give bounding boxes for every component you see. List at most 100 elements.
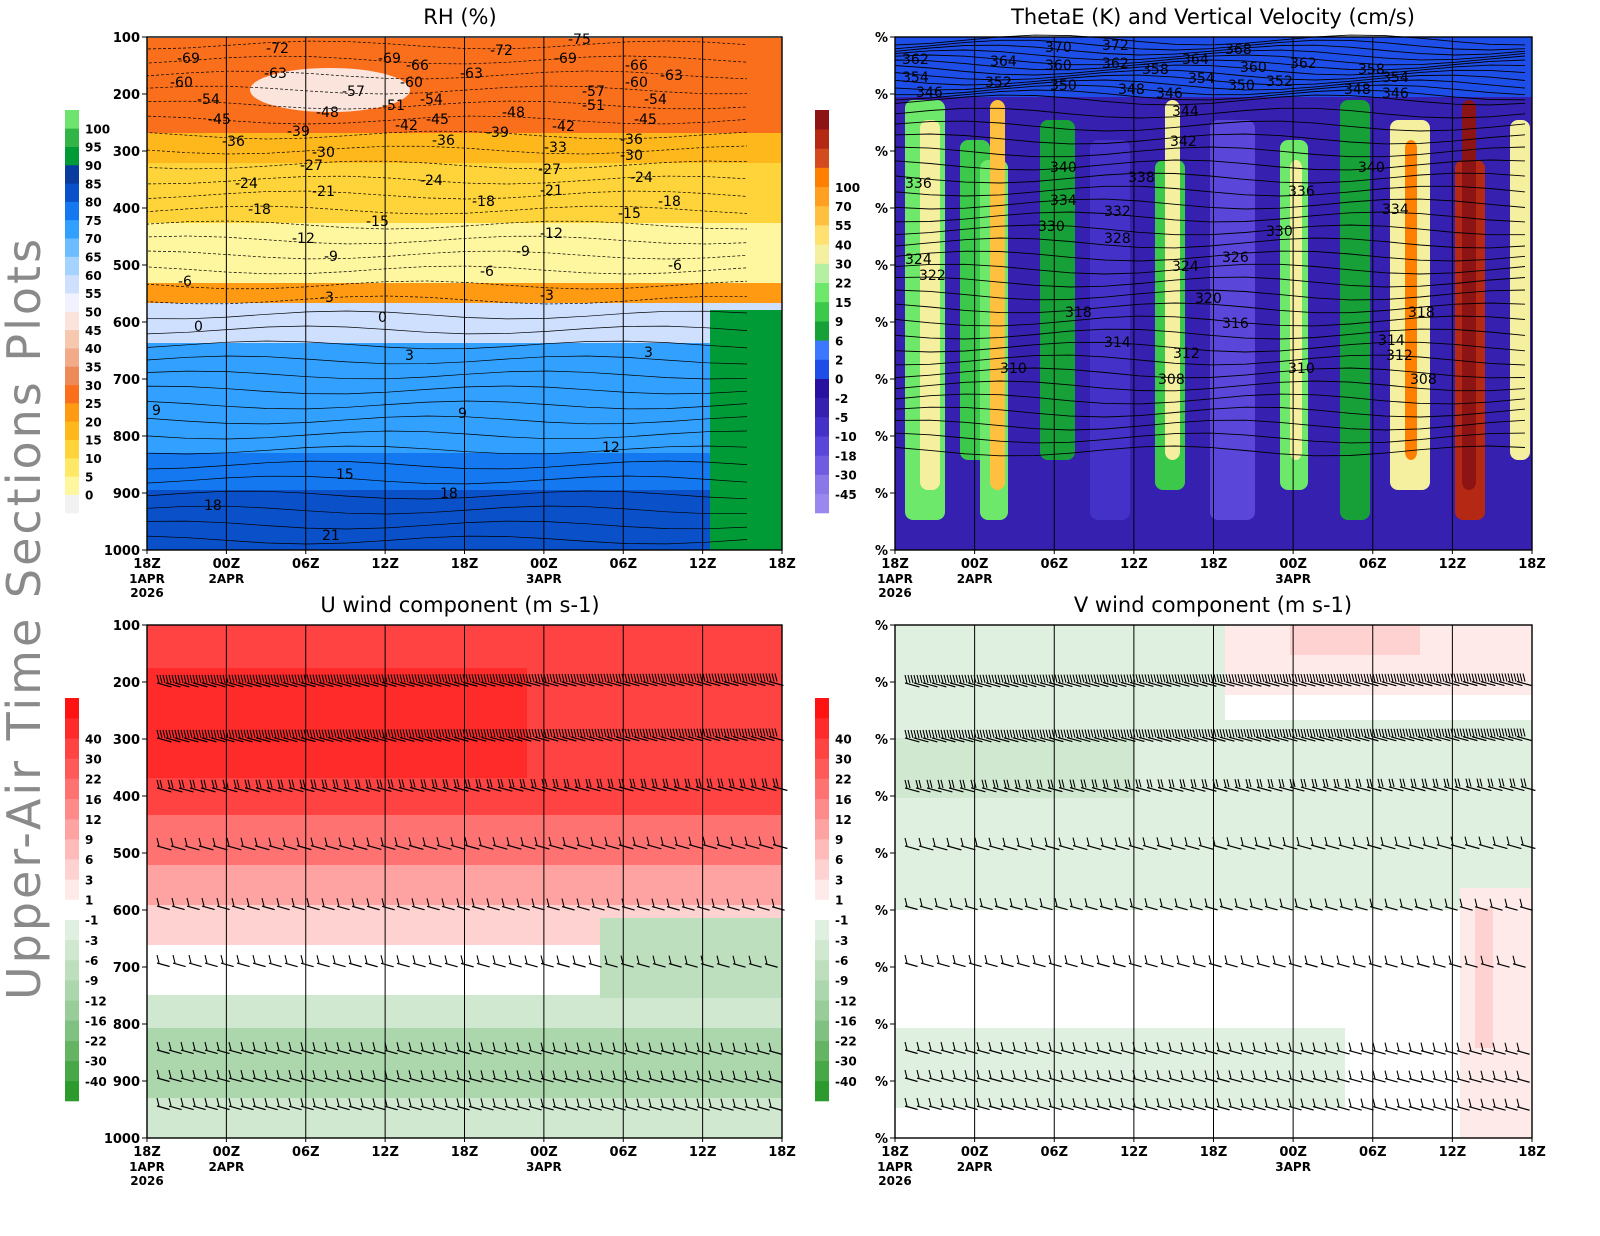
barb-feather — [720, 728, 724, 737]
wind-barb — [1084, 674, 1100, 688]
colorbar-swatch — [815, 1060, 829, 1082]
barb-feather — [607, 778, 611, 788]
wind-barb — [1345, 728, 1361, 742]
barb-feather — [357, 674, 361, 683]
barb-feather — [1240, 1042, 1244, 1051]
barb-shaft — [1096, 1105, 1110, 1111]
v-colorbar: -40 -30 -22 -16 -12 -9 -6 -3 -1 1 3 6 9 … — [815, 698, 857, 1102]
wind-barb — [1228, 1098, 1242, 1111]
wind-barb — [252, 1097, 266, 1111]
rh-colorbar: 0 5 10 15 20 25 30 35 40 45 50 55 60 65 … — [65, 110, 110, 514]
contour-label: 308 — [1410, 372, 1437, 388]
barb-feather — [690, 728, 694, 737]
barb-feather — [1408, 1042, 1412, 1051]
barb-feather — [1384, 955, 1388, 964]
barb-shaft — [525, 736, 541, 742]
barb-shaft — [979, 905, 993, 911]
barb-feather — [252, 1097, 256, 1107]
wind-barb — [1192, 1042, 1206, 1055]
barb-feather — [1394, 836, 1398, 845]
barb-shaft — [486, 905, 500, 911]
barb-feather — [1276, 1070, 1280, 1079]
barb-shaft — [1489, 906, 1503, 911]
barb-shaft — [648, 1106, 662, 1111]
wind-barb — [936, 954, 950, 968]
barb-feather — [254, 837, 258, 846]
barb-feather — [639, 728, 643, 737]
barb-feather — [1384, 1070, 1388, 1079]
barb-feather — [477, 729, 481, 738]
barb-feather — [741, 728, 745, 737]
barb-shaft — [462, 681, 478, 687]
barb-feather — [762, 728, 766, 737]
barb-feather — [181, 779, 185, 789]
barb-shaft — [255, 682, 271, 688]
barb-feather — [233, 779, 237, 788]
wind-barb — [171, 897, 185, 911]
x-tick-label: 18Z — [1518, 1145, 1546, 1160]
barb-shaft — [1444, 1078, 1458, 1083]
barb-feather — [1360, 673, 1364, 683]
wind-barb — [273, 729, 289, 743]
contour-label: -33 — [544, 140, 567, 156]
barb-shaft — [1048, 1105, 1062, 1111]
barb-feather — [201, 674, 205, 684]
barb-shaft — [1100, 844, 1116, 851]
barb-feather — [1108, 729, 1112, 738]
barb-feather — [558, 673, 562, 683]
barb-shaft — [1080, 786, 1096, 793]
barb-shaft — [976, 1105, 990, 1111]
barb-feather — [1159, 729, 1163, 738]
barb-shaft — [409, 786, 425, 792]
temperature-contour — [146, 145, 748, 155]
barb-feather — [537, 673, 541, 683]
barb-shaft — [732, 1050, 746, 1055]
barb-feather — [1144, 729, 1148, 738]
barb-feather — [486, 674, 490, 683]
barb-shaft — [228, 1049, 242, 1055]
barb-feather — [345, 729, 349, 738]
wind-barb — [296, 837, 312, 851]
barb-feather — [1012, 729, 1016, 738]
barb-feather — [1492, 728, 1496, 737]
barb-feather — [1099, 674, 1103, 683]
barb-feather — [590, 836, 594, 846]
barb-feather — [1213, 674, 1217, 683]
barb-feather — [282, 837, 286, 846]
barb-feather — [180, 1097, 184, 1107]
wind-barb — [412, 955, 426, 968]
wind-barb — [1432, 778, 1448, 792]
wind-barb — [1300, 1042, 1314, 1055]
barb-feather — [1024, 1098, 1028, 1107]
barb-feather — [964, 897, 968, 907]
wind-barb — [188, 954, 202, 968]
barb-shaft — [432, 1105, 446, 1111]
barb-shaft — [1273, 681, 1289, 687]
wind-barb — [1354, 728, 1370, 742]
barb-shaft — [633, 736, 649, 742]
barb-feather — [1446, 778, 1450, 787]
barb-feather — [368, 779, 372, 788]
barb-feather — [174, 729, 178, 739]
barb-feather — [438, 674, 442, 683]
barb-feather — [252, 1041, 256, 1051]
colorbar-swatch — [65, 1020, 79, 1041]
wind-barb — [607, 778, 623, 792]
barb-shaft — [204, 1105, 218, 1111]
barb-shaft — [220, 962, 234, 968]
barb-feather — [525, 728, 529, 738]
wind-barb — [1012, 1098, 1026, 1111]
barb-feather — [408, 837, 412, 846]
barb-feather — [915, 779, 919, 789]
colorbar-swatch — [815, 698, 829, 719]
barb-feather — [1490, 778, 1494, 787]
barb-shaft — [572, 962, 586, 968]
wind-barb — [336, 729, 352, 743]
wind-barb — [480, 1070, 494, 1083]
barb-feather — [994, 729, 998, 738]
barb-shaft — [471, 905, 485, 911]
barb-feather — [762, 673, 766, 682]
wind-barb — [1448, 955, 1462, 968]
wind-barb — [1444, 1042, 1458, 1055]
barb-feather — [1429, 728, 1433, 737]
